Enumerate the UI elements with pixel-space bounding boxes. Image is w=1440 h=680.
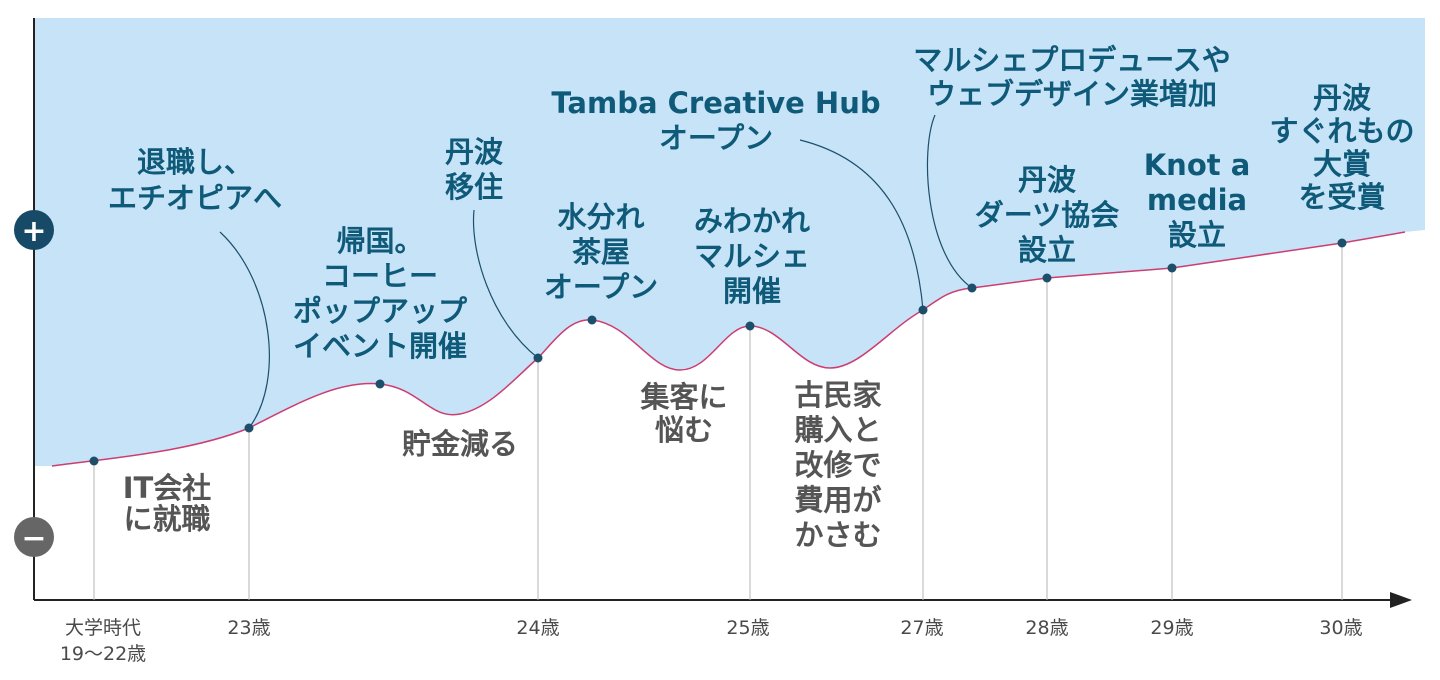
minus-badge xyxy=(14,517,54,557)
x-tick-label-line: 25歳 xyxy=(726,617,769,639)
x-tick-label-line: 24歳 xyxy=(516,617,559,639)
x-tick-label-line: 23歳 xyxy=(227,617,270,639)
x-tick-label: 30歳 xyxy=(1319,617,1362,639)
event-label-line: 退職し、 xyxy=(137,145,253,179)
x-tick-label: 24歳 xyxy=(516,617,559,639)
x-tick-label-line: 28歳 xyxy=(1025,617,1068,639)
event-marker xyxy=(587,315,597,325)
event-label-line: 購入と xyxy=(794,413,881,447)
minus-sign: − xyxy=(21,521,46,556)
event-label-line: オープン xyxy=(659,121,773,155)
leader-line xyxy=(799,139,924,311)
event-label-line: コーヒー xyxy=(322,259,438,293)
leader-line xyxy=(472,209,539,359)
event-label-line: 悩む xyxy=(655,413,713,447)
leader-line xyxy=(219,231,270,429)
event-label-line: に就職 xyxy=(123,502,210,536)
event-label-line: Knot a xyxy=(1144,148,1251,182)
event-label-line: 改修で xyxy=(794,448,881,482)
plus-sign: + xyxy=(21,214,46,249)
event-label: 丹波移住 xyxy=(445,135,504,204)
event-label: 退職し、エチオピアへ xyxy=(108,145,282,215)
event-label-line: かさむ xyxy=(794,518,881,552)
event-label: 帰国。コーヒーポップアップイベント開催 xyxy=(293,224,468,363)
x-tick-label-line: 27歳 xyxy=(900,617,943,639)
event-marker xyxy=(1167,263,1177,273)
event-label-line: 移住 xyxy=(445,170,503,204)
event-label-line: マルシェプロデュースや xyxy=(913,43,1231,77)
x-tick-label: 28歳 xyxy=(1025,617,1068,639)
event-label: 貯金減る xyxy=(402,427,518,461)
event-label-line: みわかれ xyxy=(694,204,810,238)
x-tick-label-line: 大学時代 xyxy=(65,617,141,639)
positive-area xyxy=(34,18,1425,466)
event-label: Knot a media 設立 xyxy=(1144,148,1251,252)
leader-line xyxy=(926,114,973,289)
event-label-line: IT会社 xyxy=(123,471,212,505)
event-label-line: ポップアップ xyxy=(293,294,468,328)
x-axis-arrow xyxy=(1390,592,1412,608)
event-label-line: 帰国。 xyxy=(336,224,423,258)
event-label-line: を受賞 xyxy=(1298,180,1385,214)
event-label-line: 茶屋 xyxy=(572,235,630,269)
event-label: 水分れ茶屋オープン xyxy=(544,200,658,304)
event-label-line: 集客に xyxy=(639,380,727,414)
event-label-line: 費用が xyxy=(794,483,881,517)
event-label: 丹波すぐれもの大賞を受賞 xyxy=(1269,81,1414,214)
event-label-line: 設立 xyxy=(1018,233,1076,267)
x-tick-label-line: 19〜22歳 xyxy=(60,643,146,665)
event-label-line: ダーツ協会 xyxy=(975,198,1119,232)
event-label-line: マルシェ xyxy=(694,239,810,273)
event-label-line: Tamba Creative Hub xyxy=(551,86,880,120)
event-label: Tamba Creative Hub オープン xyxy=(551,86,880,155)
event-label-line: ウェブデザイン業増加 xyxy=(927,77,1217,111)
event-marker xyxy=(1042,273,1052,283)
event-label-line: すぐれもの xyxy=(1269,114,1414,148)
x-tick-label-line: 30歳 xyxy=(1319,617,1362,639)
event-label-line: 丹波 xyxy=(445,135,504,169)
event-label: 丹波ダーツ協会設立 xyxy=(975,163,1119,267)
x-tick-label-line: 29歳 xyxy=(1150,617,1193,639)
event-label-line: 貯金減る xyxy=(402,427,518,461)
event-marker xyxy=(745,321,755,331)
event-label: マルシェプロデュースやウェブデザイン業増加 xyxy=(913,43,1231,111)
event-label-line: 大賞 xyxy=(1313,147,1371,181)
event-label-line: media xyxy=(1147,183,1247,217)
event-label: 古民家購入と改修で費用がかさむ xyxy=(794,378,881,552)
event-label-line: 丹波 xyxy=(1018,163,1077,197)
event-label-line: イベント開催 xyxy=(293,329,467,363)
event-label-line: 古民家 xyxy=(794,378,881,412)
event-label-line: 丹波 xyxy=(1313,81,1372,115)
event-marker xyxy=(1337,238,1347,248)
event-label: IT会社に就職 xyxy=(123,471,212,536)
event-label-line: 水分れ xyxy=(557,200,644,234)
event-label-line: 開催 xyxy=(723,274,781,308)
x-tick-label: 25歳 xyxy=(726,617,769,639)
x-tick-label: 大学時代 19〜22歳 xyxy=(60,617,146,665)
x-tick-label: 29歳 xyxy=(1150,617,1193,639)
event-label-line: エチオピアへ xyxy=(108,181,282,215)
x-tick-label: 27歳 xyxy=(900,617,943,639)
event-label: 集客に悩む xyxy=(639,380,727,447)
plus-badge xyxy=(14,210,54,250)
x-tick-label: 23歳 xyxy=(227,617,270,639)
event-marker xyxy=(375,379,385,389)
event-label-line: 設立 xyxy=(1168,218,1226,252)
event-marker xyxy=(89,456,99,466)
event-label: みわかれマルシェ開催 xyxy=(694,204,810,308)
event-label-line: オープン xyxy=(544,270,658,304)
